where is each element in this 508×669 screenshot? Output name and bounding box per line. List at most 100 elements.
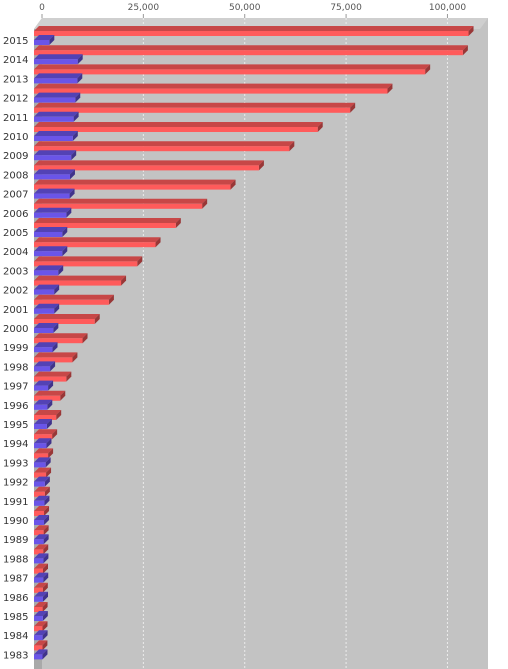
bar bbox=[34, 410, 62, 420]
category-label: 2002 bbox=[3, 286, 28, 297]
category-axis: 2015 2014 2013 2012 2011 2010 2009 2008 2007 2006… bbox=[3, 36, 28, 661]
category-label: 1993 bbox=[3, 458, 28, 469]
category-label: 2009 bbox=[3, 151, 28, 162]
bar bbox=[34, 361, 56, 372]
category-label: 1992 bbox=[3, 478, 28, 489]
bar bbox=[34, 169, 75, 180]
bar bbox=[34, 457, 51, 468]
bar bbox=[34, 486, 50, 497]
bar bbox=[34, 227, 68, 237]
category-label: 1985 bbox=[3, 612, 28, 623]
bar bbox=[34, 438, 52, 449]
bar bbox=[34, 265, 64, 276]
plot-background bbox=[42, 18, 488, 669]
bar bbox=[34, 553, 49, 564]
bar bbox=[34, 160, 264, 171]
bar bbox=[34, 342, 58, 353]
bar bbox=[34, 448, 54, 459]
bar bbox=[34, 333, 88, 344]
category-label: 2011 bbox=[3, 113, 28, 124]
bar bbox=[34, 467, 52, 478]
bar bbox=[34, 26, 474, 36]
bar bbox=[34, 515, 50, 525]
category-label: 2004 bbox=[3, 247, 28, 258]
bar bbox=[34, 207, 72, 218]
x-tick-label: 75,000 bbox=[330, 3, 362, 13]
bar bbox=[34, 256, 143, 267]
category-label: 1995 bbox=[3, 420, 28, 431]
bar bbox=[34, 572, 49, 583]
bar bbox=[34, 525, 49, 536]
category-label: 1989 bbox=[3, 535, 28, 546]
bar bbox=[34, 630, 48, 641]
bar bbox=[34, 131, 78, 141]
x-tick-label: 100,000 bbox=[429, 3, 466, 13]
bar bbox=[34, 45, 468, 56]
bar bbox=[34, 582, 48, 593]
bar bbox=[34, 179, 236, 190]
category-label: 2007 bbox=[3, 190, 28, 201]
bar bbox=[34, 352, 78, 363]
x-axis: 0 25,000 50,000 75,000 100,000 bbox=[39, 3, 466, 18]
bar bbox=[34, 534, 49, 545]
bar bbox=[34, 73, 83, 84]
bar bbox=[34, 611, 48, 621]
bar bbox=[34, 198, 208, 209]
category-label: 1996 bbox=[3, 401, 28, 412]
category-label: 2005 bbox=[3, 228, 28, 239]
bar bbox=[34, 122, 323, 132]
category-label: 1997 bbox=[3, 382, 28, 393]
category-label: 2012 bbox=[3, 94, 28, 105]
bar bbox=[34, 371, 72, 382]
bar bbox=[34, 621, 48, 632]
bar bbox=[34, 246, 68, 257]
category-label: 2015 bbox=[3, 36, 28, 47]
bar bbox=[34, 419, 52, 429]
category-label: 2000 bbox=[3, 324, 28, 335]
bar bbox=[34, 429, 58, 440]
category-label: 2003 bbox=[3, 266, 28, 277]
bar bbox=[34, 390, 66, 401]
category-label: 2008 bbox=[3, 170, 28, 181]
bar bbox=[34, 602, 48, 612]
bar bbox=[34, 92, 81, 103]
category-label: 1990 bbox=[3, 516, 28, 527]
x-tick-label: 50,000 bbox=[229, 3, 261, 13]
category-label: 2006 bbox=[3, 209, 28, 220]
bar bbox=[34, 563, 49, 574]
x-tick-label: 0 bbox=[39, 3, 45, 13]
category-label: 2010 bbox=[3, 132, 28, 143]
plot-area bbox=[34, 18, 488, 669]
bar bbox=[34, 237, 161, 248]
bar bbox=[34, 111, 79, 122]
bar bbox=[34, 399, 53, 410]
bar bbox=[34, 54, 83, 65]
bar bbox=[34, 476, 50, 487]
bar-series bbox=[34, 26, 474, 660]
bar bbox=[34, 506, 50, 516]
x-tick-label: 25,000 bbox=[128, 3, 160, 13]
bar bbox=[34, 649, 48, 660]
bar bbox=[34, 218, 181, 228]
category-label: 1991 bbox=[3, 497, 28, 508]
bar bbox=[34, 323, 59, 333]
bar bbox=[34, 380, 54, 391]
bar bbox=[34, 102, 356, 113]
category-label: 1984 bbox=[3, 631, 28, 642]
bar bbox=[34, 303, 60, 314]
bar bbox=[34, 64, 431, 75]
category-label: 1988 bbox=[3, 554, 28, 565]
bar bbox=[34, 640, 48, 651]
bar bbox=[34, 544, 49, 555]
bar bbox=[34, 294, 114, 305]
bar bbox=[34, 495, 50, 506]
bar bbox=[34, 591, 49, 602]
category-label: 1987 bbox=[3, 574, 28, 585]
bar bbox=[34, 83, 393, 94]
bar bbox=[34, 314, 100, 324]
bar bbox=[34, 141, 295, 152]
category-label: 1998 bbox=[3, 362, 28, 373]
category-label: 2014 bbox=[3, 55, 28, 66]
category-label: 1999 bbox=[3, 343, 28, 354]
